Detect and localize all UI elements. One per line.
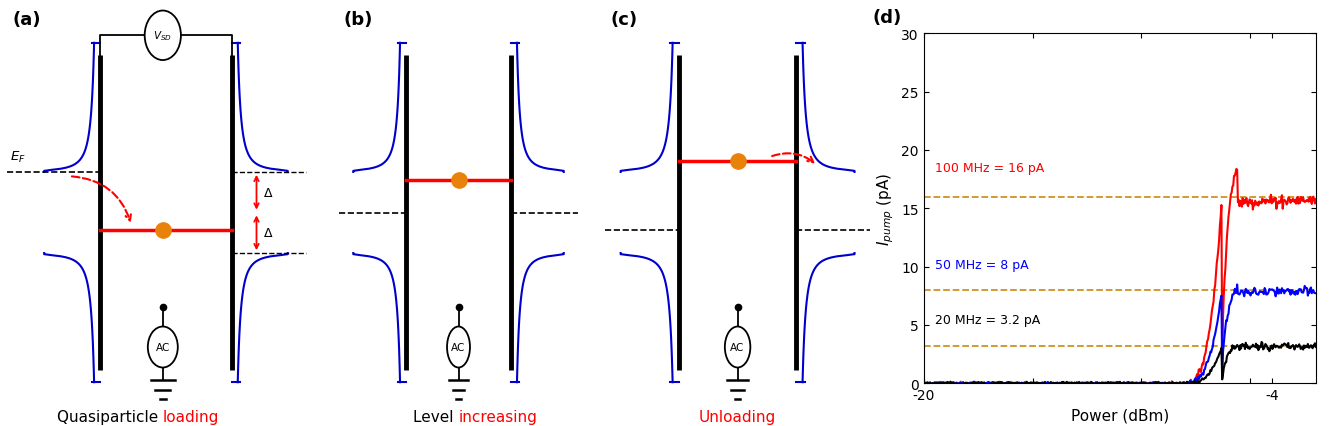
Text: $\Delta$: $\Delta$ [263,186,274,199]
Circle shape [145,12,181,61]
Text: AC: AC [731,342,744,352]
Text: (b): (b) [344,11,373,29]
Text: Level: Level [413,409,459,424]
Text: (d): (d) [873,9,902,27]
Text: (c): (c) [610,11,637,29]
Text: loading: loading [162,409,219,424]
X-axis label: Power (dBm): Power (dBm) [1071,408,1168,423]
Text: 100 MHz = 16 pA: 100 MHz = 16 pA [934,161,1043,175]
Circle shape [447,327,470,368]
Text: AC: AC [452,342,465,352]
Text: $E_F$: $E_F$ [9,150,25,165]
Circle shape [724,327,751,368]
Circle shape [148,327,178,368]
Text: 50 MHz = 8 pA: 50 MHz = 8 pA [934,258,1029,271]
Text: $\Delta$: $\Delta$ [263,227,274,240]
Text: (a): (a) [13,11,41,29]
Text: 20 MHz = 3.2 pA: 20 MHz = 3.2 pA [934,313,1039,326]
Text: increasing: increasing [459,409,537,424]
Text: Unloading: Unloading [699,409,776,424]
Text: $V_{SD}$: $V_{SD}$ [153,29,173,43]
Text: Quasiparticle: Quasiparticle [57,409,162,424]
Text: AC: AC [155,342,170,352]
Y-axis label: $I_{pump}$ (pA): $I_{pump}$ (pA) [874,172,896,245]
